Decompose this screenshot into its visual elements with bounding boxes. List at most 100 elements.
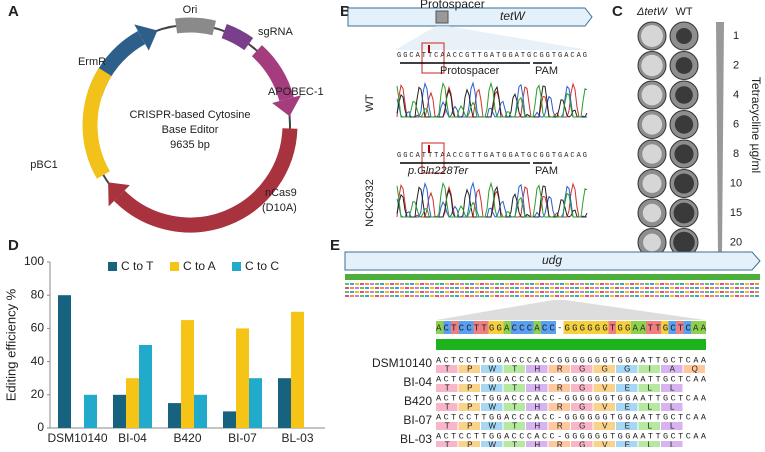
base-cell — [593, 321, 601, 334]
track — [630, 295, 634, 297]
concentration-label: 8 — [733, 148, 739, 160]
zoom — [436, 300, 705, 320]
track — [525, 295, 529, 297]
track — [395, 287, 399, 289]
track — [480, 291, 484, 293]
track — [750, 291, 754, 293]
track — [735, 283, 739, 285]
track — [430, 295, 434, 297]
track — [640, 287, 644, 289]
y-tick-label: 20 — [31, 387, 45, 401]
strain-label: ΔtetW — [636, 6, 669, 18]
amino-acid: R — [557, 365, 563, 374]
track — [585, 291, 589, 293]
track — [390, 291, 394, 293]
aa-cell — [616, 441, 638, 449]
track — [450, 295, 454, 297]
track — [655, 283, 659, 285]
track — [445, 287, 449, 289]
track — [700, 287, 704, 289]
dna-sequence: ACTCCTTGGACCCACC-GGGGGGTGGAATTGCTCAA — [436, 374, 707, 384]
track — [535, 287, 539, 289]
aa-cell — [458, 422, 480, 430]
consensus — [436, 339, 706, 350]
legend-swatch — [170, 262, 179, 271]
amino-acid: T — [512, 422, 517, 431]
y-tick-label: 40 — [31, 354, 45, 368]
amino-acid: E — [625, 384, 630, 393]
amino-acid: T — [445, 365, 450, 374]
track — [415, 295, 419, 297]
amino-acid: W — [488, 441, 496, 447]
track — [570, 295, 574, 297]
amino-acid: T — [512, 384, 517, 393]
amino-acid: L — [648, 441, 653, 447]
amino-acid: V — [602, 422, 608, 431]
track — [520, 295, 524, 297]
track — [400, 283, 404, 285]
track — [485, 291, 489, 293]
aa-cell — [526, 422, 548, 430]
aa-cell — [616, 403, 638, 411]
track — [605, 295, 609, 297]
base-cell — [653, 321, 661, 334]
amino-acid: L — [648, 403, 653, 412]
track — [485, 287, 489, 289]
plate-zone — [674, 115, 694, 134]
track — [415, 287, 419, 289]
track — [405, 283, 409, 285]
track — [410, 295, 414, 297]
track — [575, 291, 579, 293]
track — [540, 287, 544, 289]
track — [685, 287, 689, 289]
track — [350, 291, 354, 293]
track — [650, 287, 654, 289]
track — [365, 295, 369, 297]
amino-acid: P — [467, 365, 472, 374]
track — [455, 287, 459, 289]
aa-cell — [571, 422, 593, 430]
amino-acid: E — [625, 422, 630, 431]
track — [535, 283, 539, 285]
track — [680, 295, 684, 297]
track — [505, 295, 509, 297]
plasmid-feature — [175, 17, 217, 36]
track — [510, 283, 514, 285]
aa-cell — [571, 384, 593, 392]
track — [440, 295, 444, 297]
feature-label: sgRNA — [258, 26, 294, 38]
track — [560, 287, 564, 289]
track — [410, 287, 414, 289]
aa-cell — [593, 365, 615, 373]
track — [625, 291, 629, 293]
track — [685, 295, 689, 297]
track — [660, 283, 664, 285]
aa-cell — [683, 365, 705, 373]
aa-cell — [571, 365, 593, 373]
base-cell — [503, 321, 511, 334]
amino-acid: L — [670, 441, 675, 447]
base-cell — [571, 321, 579, 334]
track — [735, 287, 739, 289]
bar — [84, 394, 97, 428]
aa-cell — [481, 403, 503, 411]
gene-label: tetW — [500, 9, 526, 23]
amino-acid: L — [648, 422, 653, 431]
track — [445, 295, 449, 297]
amino-acid: W — [488, 365, 496, 374]
concentration-label: 1 — [733, 30, 739, 42]
aa-cell — [503, 365, 525, 373]
track — [610, 295, 614, 297]
track — [465, 283, 469, 285]
protospacer-label: p.Gln228Ter — [407, 165, 469, 177]
track — [730, 295, 734, 297]
track — [690, 291, 694, 293]
track — [475, 283, 479, 285]
track — [355, 283, 359, 285]
track — [585, 295, 589, 297]
track — [350, 283, 354, 285]
amino-acid: W — [488, 422, 496, 431]
aa-cell — [526, 384, 548, 392]
track — [675, 291, 679, 293]
track — [725, 283, 729, 285]
